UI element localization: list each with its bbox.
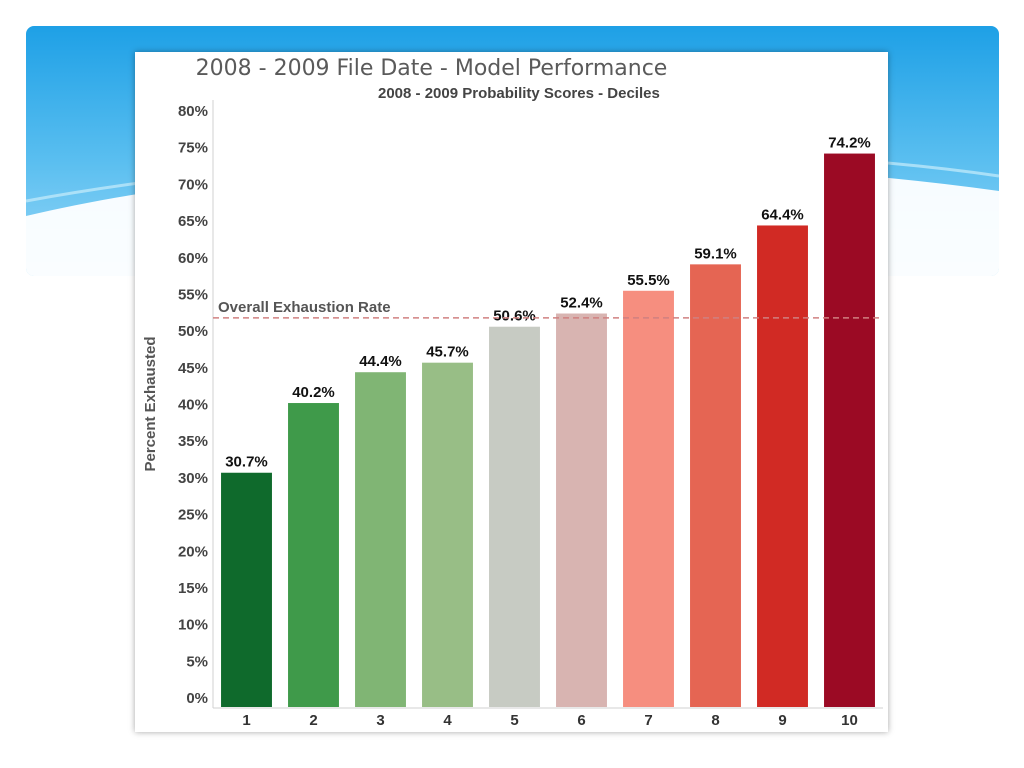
data-label: 55.5% [627,272,670,289]
y-tick-label: 30% [178,470,208,487]
chart-title: 2008 - 2009 File Date - Model Performanc… [195,56,668,81]
bar-decile-7 [623,290,674,707]
category-label: 5 [510,712,518,729]
data-label: 74.2% [828,135,871,152]
category-label: 9 [778,712,786,729]
category-label: 10 [841,712,858,729]
category-label: 3 [376,712,384,729]
bar-decile-2 [288,403,339,707]
bar-chart: 0% 5% 10% 15% 20% 25% 30% 35% 40% 45% 50% 55% 60% 65%… [142,100,883,729]
y-tick-label: 0% [186,690,208,707]
data-label: 52.4% [560,295,603,312]
bar-decile-9 [757,225,808,707]
data-label: 44.4% [359,353,402,370]
y-tick-label: 75% [178,140,208,157]
bar-decile-1 [221,472,272,707]
y-tick-label: 5% [186,653,208,670]
y-tick-label: 55% [178,286,208,303]
y-tick-labels: 0% 5% 10% 15% 20% 25% 30% 35% 40% 45% 50% 55% 60% 65%… [178,103,208,707]
bars [221,153,875,707]
y-tick-label: 10% [178,617,208,634]
category-label: 4 [443,712,452,729]
overall-exhaustion-rate-label: Overall Exhaustion Rate [218,299,391,316]
y-tick-label: 20% [178,543,208,560]
data-label: 50.6% [493,308,536,325]
bar-decile-4 [422,362,473,707]
y-tick-label: 80% [178,103,208,120]
data-label: 40.2% [292,384,335,401]
y-tick-label: 65% [178,213,208,230]
bar-decile-5 [489,326,540,707]
category-label: 2 [309,712,317,729]
y-tick-label: 40% [178,397,208,414]
data-label: 59.1% [694,245,737,262]
category-label: 7 [644,712,652,729]
y-tick-label: 25% [178,507,208,524]
bar-decile-6 [556,313,607,707]
y-tick-label: 15% [178,580,208,597]
y-tick-label: 50% [178,323,208,340]
y-tick-label: 60% [178,250,208,267]
y-tick-label: 70% [178,176,208,193]
data-label: 30.7% [225,454,268,471]
category-label: 8 [711,712,719,729]
y-tick-label: 45% [178,360,208,377]
category-label: 6 [577,712,585,729]
bar-decile-8 [690,264,741,707]
chart-subtitle: 2008 - 2009 Probability Scores - Deciles [378,85,660,102]
data-label: 64.4% [761,206,804,223]
y-tick-label: 35% [178,433,208,450]
data-labels: 30.7% 40.2% 44.4% 45.7% 50.6% 52.4% 55.5% 59.1%… [225,135,871,471]
data-label: 45.7% [426,344,469,361]
category-labels: 1 2 3 4 5 6 7 8 9 10 [242,712,858,729]
category-label: 1 [242,712,250,729]
chart-panel: 2008 - 2009 File Date - Model Performanc… [135,52,888,732]
bar-decile-10 [824,153,875,707]
bar-decile-3 [355,372,406,707]
y-axis-title: Percent Exhausted [142,336,159,471]
